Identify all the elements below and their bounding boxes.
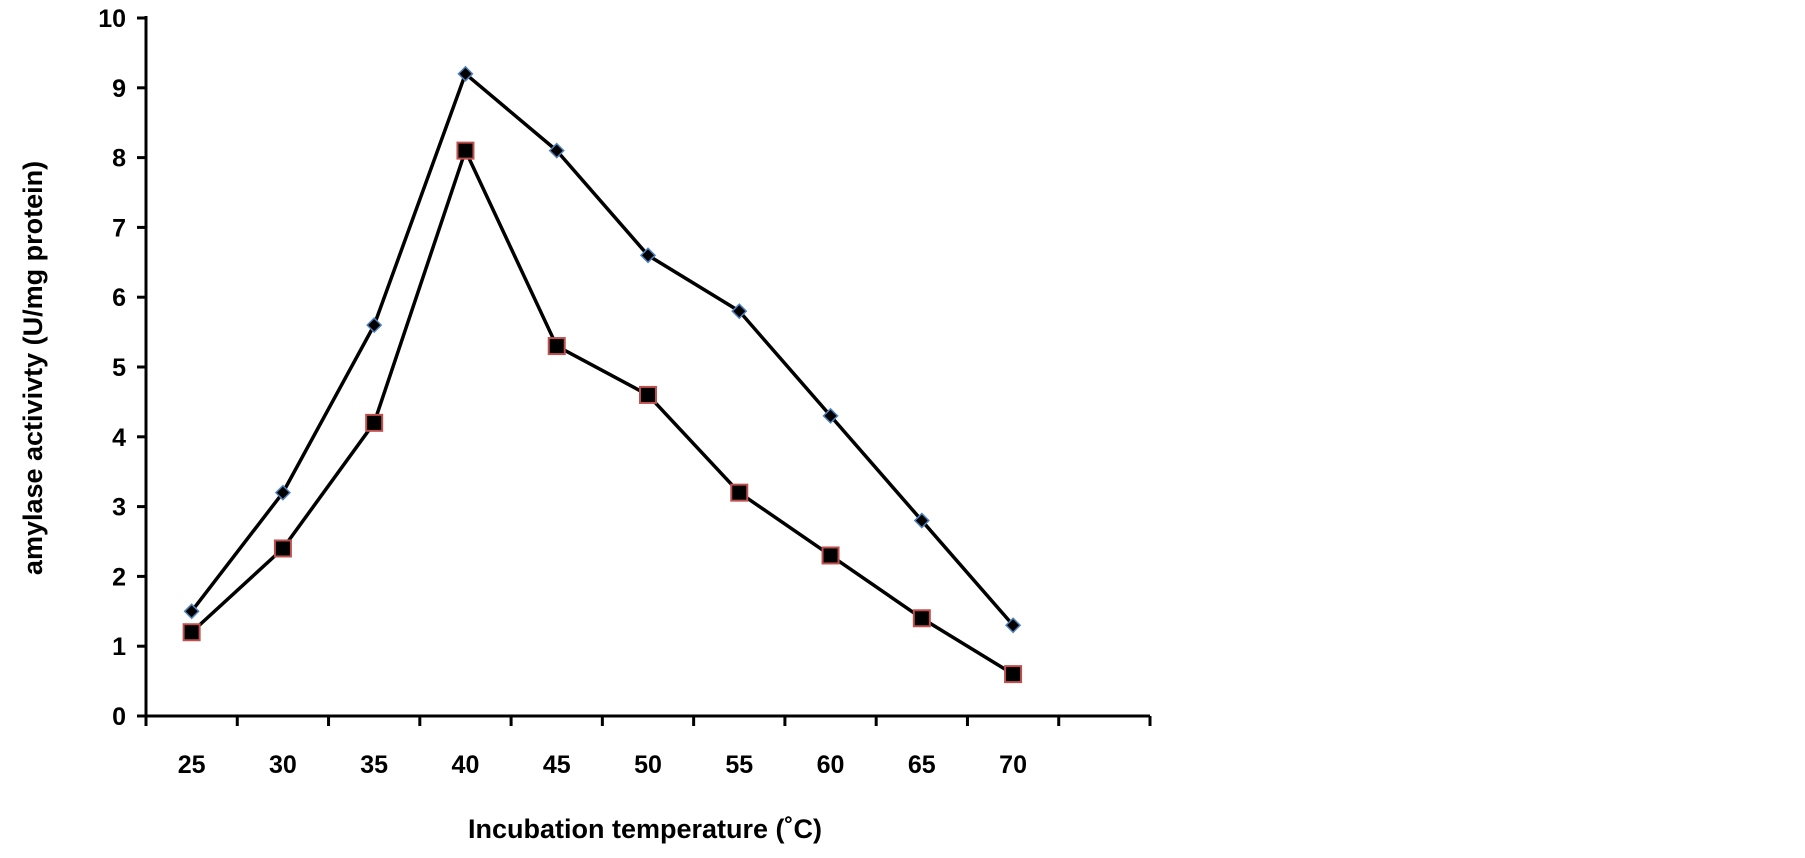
data-point-diamond [548,142,565,159]
y-tick-label: 7 [112,214,126,242]
series-group [182,65,1023,684]
data-point-square [1004,665,1023,684]
data-point-diamond [274,484,291,501]
data-point-square [182,623,201,642]
data-point-square [547,337,566,356]
data-point-square [730,483,749,502]
data-point-square [456,141,475,160]
y-tick-label: 4 [112,424,126,452]
x-tick-label: 65 [908,751,936,779]
data-point-square [912,609,931,628]
data-point-square [273,539,292,558]
x-tick-label: 25 [178,751,206,779]
y-tick-label: 3 [112,494,126,522]
series-2 [182,141,1023,684]
x-tick-label: 50 [634,751,662,779]
x-tick-label: 35 [360,751,388,779]
x-tick-label: 70 [999,751,1027,779]
data-point-square [365,413,384,432]
series-2-line [190,148,1015,676]
axes [137,16,1152,726]
y-tick-label: 1 [112,633,126,661]
data-point-diamond [183,603,200,620]
data-point-diamond [639,247,657,264]
x-tick-label: 40 [452,751,480,779]
x-tick-label: 45 [543,751,571,779]
y-axis-title: amylase activivty (U/mg protein) [18,161,48,575]
series-1 [183,65,1022,634]
y-tick-label: 8 [112,145,126,173]
x-tick-label: 30 [269,751,297,779]
x-tick-label: 55 [725,751,753,779]
y-tick-label: 2 [112,563,126,591]
series-1-line [190,72,1015,627]
y-tick-label: 0 [112,703,126,731]
data-point-diamond [822,407,839,424]
data-point-square [639,385,657,404]
data-point-square [821,546,840,565]
y-tick-label: 9 [112,75,126,103]
data-point-diamond [913,512,930,529]
data-point-diamond [457,65,474,82]
y-tick-label: 10 [98,5,126,33]
x-axis-title: Incubation temperature (˚C) [468,814,822,844]
data-point-diamond [1005,617,1022,634]
y-tick-label: 6 [112,284,126,312]
data-point-diamond [731,303,748,320]
x-tick-label: 60 [817,751,845,779]
data-point-diamond [366,317,383,334]
y-tick-label: 5 [112,354,126,382]
